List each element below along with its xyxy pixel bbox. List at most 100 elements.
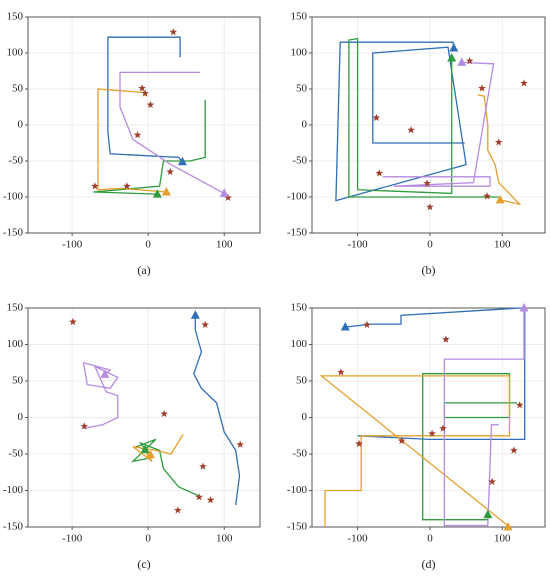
trajectory bbox=[382, 61, 495, 187]
trajectory bbox=[443, 308, 525, 527]
y-tick-label: 50 bbox=[12, 83, 24, 95]
end-marker bbox=[503, 522, 513, 531]
goal-star bbox=[337, 368, 345, 376]
x-tick-label: -100 bbox=[348, 239, 369, 251]
y-tick-label: -50 bbox=[8, 155, 23, 167]
caption: (b) bbox=[422, 263, 436, 277]
goal-star bbox=[201, 320, 209, 328]
x-tick-label: 100 bbox=[216, 533, 233, 545]
plot-frame bbox=[311, 16, 546, 234]
goal-star bbox=[478, 84, 486, 92]
trajectory bbox=[319, 375, 512, 528]
y-tick-label: -50 bbox=[8, 448, 23, 460]
goal-star bbox=[465, 56, 474, 65]
y-tick-label: 150 bbox=[291, 11, 308, 23]
goal-star bbox=[510, 446, 518, 454]
caption: (c) bbox=[137, 557, 150, 571]
y-tick-label: 100 bbox=[291, 338, 308, 350]
y-tick-label: 0 bbox=[18, 119, 24, 131]
x-tick-label: -100 bbox=[62, 239, 83, 251]
goal-star bbox=[375, 169, 384, 177]
trajectory bbox=[119, 71, 225, 194]
goal-star bbox=[428, 429, 436, 437]
end-marker bbox=[457, 57, 467, 66]
trajectory bbox=[477, 94, 522, 206]
goal-star bbox=[442, 335, 450, 343]
goal-star bbox=[355, 439, 363, 447]
y-tick-label: -150 bbox=[287, 227, 308, 239]
trajectory bbox=[107, 36, 183, 163]
y-tick-label: -100 bbox=[287, 191, 308, 203]
goal-star bbox=[423, 179, 431, 187]
y-tick-label: -100 bbox=[287, 484, 308, 496]
end-marker bbox=[140, 444, 150, 454]
x-tick-label: 0 bbox=[145, 239, 151, 251]
goal-star bbox=[138, 84, 146, 92]
y-tick-label: 150 bbox=[7, 11, 24, 23]
goal-star bbox=[160, 409, 168, 418]
goal-star bbox=[169, 28, 178, 36]
y-tick-label: -100 bbox=[3, 191, 24, 203]
goal-star bbox=[397, 436, 406, 445]
goal-star bbox=[166, 167, 174, 175]
goal-star bbox=[439, 424, 447, 432]
y-tick-label: 50 bbox=[296, 83, 308, 95]
goal-star bbox=[141, 89, 149, 97]
goal-star bbox=[494, 138, 503, 146]
x-tick-label: 100 bbox=[494, 533, 511, 545]
end-marker bbox=[483, 509, 493, 519]
goal-star bbox=[174, 506, 182, 514]
y-tick-label: -150 bbox=[3, 521, 24, 533]
goal-star bbox=[515, 401, 524, 409]
trajectory bbox=[335, 41, 467, 202]
x-tick-label: 100 bbox=[494, 239, 511, 251]
y-tick-label: 100 bbox=[291, 47, 308, 59]
end-marker bbox=[519, 303, 529, 312]
goal-star bbox=[123, 182, 131, 190]
goal-star bbox=[69, 317, 77, 326]
goal-star bbox=[236, 440, 244, 448]
trajectory bbox=[132, 433, 184, 462]
goal-star bbox=[91, 182, 99, 190]
end-marker bbox=[340, 321, 350, 331]
caption: (d) bbox=[422, 557, 436, 571]
end-marker bbox=[495, 194, 505, 204]
y-tick-label: 100 bbox=[7, 47, 24, 59]
plot-frame bbox=[311, 307, 546, 528]
trajectory bbox=[345, 307, 526, 441]
goal-star bbox=[426, 203, 434, 211]
goal-star bbox=[488, 477, 496, 485]
x-tick-label: 0 bbox=[427, 533, 433, 545]
goal-star bbox=[206, 496, 215, 504]
trajectory bbox=[93, 99, 206, 195]
y-tick-label: 50 bbox=[296, 375, 308, 387]
end-marker bbox=[152, 189, 162, 198]
end-marker bbox=[219, 188, 229, 197]
end-marker bbox=[100, 369, 110, 378]
end-marker bbox=[449, 42, 459, 52]
x-tick-label: 100 bbox=[216, 239, 233, 251]
end-marker bbox=[161, 186, 171, 196]
y-tick-label: -150 bbox=[3, 227, 24, 239]
y-tick-label: 0 bbox=[302, 119, 308, 131]
trajectory bbox=[348, 37, 499, 198]
x-tick-label: -100 bbox=[62, 533, 83, 545]
y-tick-label: 0 bbox=[18, 411, 24, 423]
y-tick-label: -100 bbox=[3, 484, 24, 496]
y-tick-label: -50 bbox=[292, 155, 307, 167]
y-tick-label: 0 bbox=[302, 411, 308, 423]
y-tick-label: -150 bbox=[287, 521, 308, 533]
goal-star bbox=[195, 493, 203, 501]
goal-star bbox=[146, 100, 155, 109]
goal-star bbox=[80, 422, 89, 430]
goal-star bbox=[483, 192, 491, 200]
x-tick-label: 0 bbox=[145, 533, 151, 545]
goal-star bbox=[224, 193, 232, 201]
y-tick-label: 50 bbox=[12, 375, 24, 387]
y-tick-label: 150 bbox=[7, 302, 24, 314]
goal-star bbox=[363, 320, 371, 328]
y-tick-label: -50 bbox=[292, 448, 307, 460]
y-tick-label: 100 bbox=[7, 338, 24, 350]
goal-star bbox=[372, 113, 381, 121]
